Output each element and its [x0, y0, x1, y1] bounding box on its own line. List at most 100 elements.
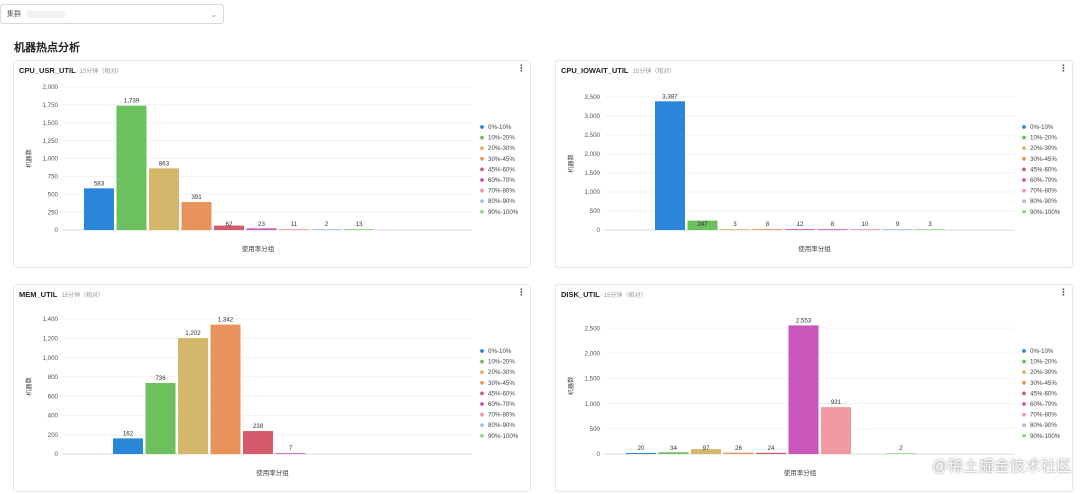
y-tick-label: 1,250: [43, 138, 59, 145]
bar-value-label: 1,202: [185, 330, 201, 337]
bar-value-label: 13: [356, 221, 363, 228]
legend-label: 60%-70%: [1030, 401, 1057, 408]
bar-30%-45%: [210, 324, 241, 454]
y-tick-label: 0: [55, 227, 59, 234]
legend-dot: [1022, 188, 1026, 193]
bar-10%-20%: [116, 105, 147, 230]
legend-label: 70%-80%: [1030, 188, 1057, 195]
bar-value-label: 162: [123, 430, 134, 437]
legend-label: 80%-90%: [488, 198, 515, 205]
y-tick-label: 500: [590, 426, 601, 433]
y-tick-label: 1,000: [585, 189, 601, 196]
legend-dot: [480, 423, 484, 428]
y-axis-label: 机器数: [567, 153, 575, 172]
legend-label: 10%-20%: [488, 359, 515, 366]
bar-value-label: 11: [291, 221, 298, 228]
chevron-down-icon: ⌄: [210, 9, 217, 19]
legend-label: 45%-60%: [1030, 390, 1057, 397]
legend-label: 0%-10%: [488, 124, 512, 131]
y-tick-label: 1,500: [585, 170, 601, 177]
bar-0%-10%: [655, 101, 685, 230]
bar-chart-cpu-usr: 0 250 500 750 1,000 1,250 1,500 1,750 2,000 机器数使用…: [25, 84, 519, 253]
legend-label: 45%-60%: [1030, 166, 1057, 173]
bar-value-label: 2: [325, 221, 329, 228]
legend-label: 30%-45%: [1030, 156, 1057, 163]
bar-60%-70%: [246, 228, 277, 230]
bar-value-label: 34: [670, 445, 677, 452]
y-tick-label: 2,000: [585, 151, 601, 158]
bar-value-label: 1,739: [124, 98, 140, 105]
y-tick-label: 1,200: [43, 335, 59, 342]
legend-label: 10%-20%: [1030, 135, 1057, 142]
bar-value-label: 8: [831, 221, 835, 228]
y-tick-label: 2,500: [585, 132, 601, 139]
bar-30%-45%: [723, 452, 754, 454]
bar-70%-80%: [821, 407, 851, 454]
legend-dot: [1022, 178, 1026, 182]
bar-10%-20%: [658, 452, 689, 454]
legend-label: 90%-100%: [488, 209, 519, 216]
legend-dot: [1022, 391, 1026, 396]
bar-value-label: 863: [159, 160, 170, 167]
more-options-icon[interactable]: ⋮: [517, 287, 526, 297]
more-options-icon[interactable]: ⋮: [1059, 287, 1068, 297]
legend-label: 60%-70%: [488, 401, 515, 408]
legend-label: 90%-100%: [1030, 209, 1061, 216]
bar-value-label: 3: [733, 221, 737, 228]
x-axis-label: 使用率分组: [798, 244, 831, 253]
legend-label: 30%-45%: [488, 380, 515, 387]
legend-label: 45%-60%: [488, 166, 515, 173]
legend-dot: [1022, 135, 1026, 140]
bar-chart-cpu-iowait: 0 500 1,000 1,500 2,000 2,500 3,000 3,500 机器数使用率…: [567, 93, 1061, 253]
more-options-icon[interactable]: ⋮: [517, 63, 526, 73]
bar-20%-30%: [178, 338, 208, 454]
legend-dot: [480, 135, 484, 140]
bar-10%-20%: [687, 220, 718, 230]
legend-dot: [480, 370, 484, 375]
cluster-select[interactable]: 集群 ⌄: [0, 4, 224, 24]
section-title: 机器热点分析: [14, 42, 80, 54]
y-tick-label: 800: [48, 374, 59, 381]
legend-dot: [1022, 402, 1026, 406]
bar-45%-60%: [785, 229, 815, 230]
bar-90%-100%: [886, 453, 916, 454]
bar-80%-90%: [311, 229, 342, 230]
bar-90%-100%: [915, 229, 945, 230]
legend-label: 90%-100%: [1030, 433, 1061, 440]
y-tick-label: 1,000: [585, 401, 601, 408]
y-tick-label: 600: [48, 393, 59, 400]
chart-panel-cpu-usr: CPU_USR_UTIL 15分钟（相对） ⋮ 0 250 500 750 1,000 1,…: [13, 60, 531, 268]
legend-dot: [1022, 125, 1026, 129]
legend-label: 70%-80%: [488, 412, 515, 419]
bar-value-label: 391: [191, 194, 202, 201]
legend-label: 80%-90%: [1030, 198, 1057, 205]
legend-label: 20%-30%: [1030, 369, 1057, 376]
y-axis-label: 机器数: [25, 148, 33, 167]
legend-label: 45%-60%: [488, 390, 515, 397]
bar-70%-80%: [279, 229, 309, 230]
more-options-icon[interactable]: ⋮: [1059, 63, 1068, 73]
legend-label: 90%-100%: [488, 433, 519, 440]
chart-panel-cpu-iowait: CPU_IOWAIT_UTIL 15分钟（相对） ⋮ 0 500 1,000 1,500…: [555, 60, 1073, 268]
y-tick-label: 0: [55, 451, 59, 458]
legend-dot: [480, 146, 484, 151]
legend-dot: [1022, 412, 1026, 417]
y-tick-label: 1,000: [43, 156, 59, 163]
bar-value-label: 10: [862, 221, 869, 228]
legend-dot: [1022, 380, 1026, 385]
legend-label: 60%-70%: [1030, 177, 1057, 184]
bar-value-label: 2: [899, 445, 903, 452]
legend-label: 80%-90%: [1030, 422, 1057, 429]
bar-20%-30%: [149, 168, 179, 230]
y-tick-label: 750: [48, 174, 59, 181]
bar-10%-20%: [145, 383, 176, 454]
legend-dot: [480, 380, 484, 385]
bar-value-label: 24: [768, 445, 775, 452]
legend-label: 30%-45%: [1030, 380, 1057, 387]
bar-80%-90%: [882, 229, 913, 230]
legend-dot: [480, 199, 484, 204]
bar-20%-30%: [691, 449, 721, 454]
legend-dot: [480, 391, 484, 396]
